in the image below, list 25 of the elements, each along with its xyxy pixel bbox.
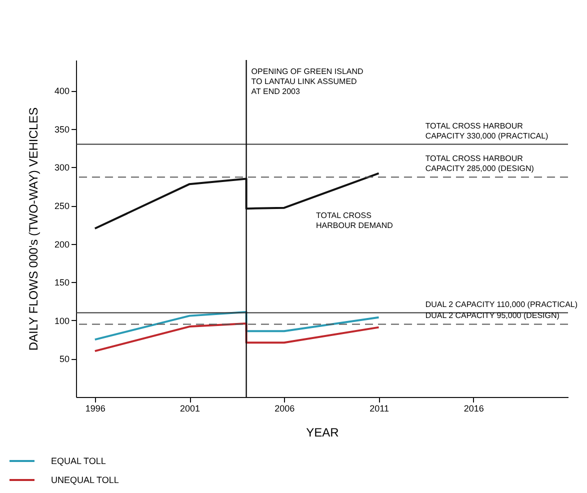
x-tick-label: 1996 [85, 404, 106, 414]
ref-line-label: TOTAL CROSS HARBOUR CAPACITY 330,000 (PRACTICAL) [425, 121, 549, 140]
annotation: TOTAL CROSS HARBOUR DEMAND [316, 211, 394, 230]
line-series [94, 322, 380, 352]
y-tick-label: 200 [54, 239, 70, 250]
x-axis-title: YEAR [306, 426, 340, 440]
legend-label: EQUAL TOLL [51, 456, 106, 466]
y-tick-label: 100 [54, 316, 70, 326]
y-tick-label: 50 [59, 354, 70, 364]
ref-line-label: OPENING OF GREEN ISLAND TO LANTAU LINK ASSUMED AT END 2003 [251, 67, 364, 96]
y-tick-label: 250 [54, 201, 70, 212]
x-tick-label: 2006 [274, 404, 295, 414]
y-axis-title: DAILY FLOWS 000's (TWO-WAY) VEHICLES [26, 107, 40, 351]
y-tick-label: 150 [54, 278, 70, 288]
ref-line-label: DUAL 2 CAPACITY 110,000 (PRACTICAL) [425, 300, 578, 309]
ref-line-label: DUAL 2 CAPACITY 95,000 (DESIGN) [425, 311, 560, 320]
y-tick-label: 350 [54, 124, 70, 134]
x-tick-label: 2001 [180, 404, 200, 414]
x-tick-label: 2011 [370, 404, 389, 414]
y-tick-label: 300 [54, 162, 70, 173]
x-tick-label: 2016 [464, 404, 484, 414]
line-series [94, 310, 380, 341]
ref-line-label: TOTAL CROSS HARBOUR CAPACITY 285,000 (DESIGN) [425, 154, 534, 174]
legend-label: UNEQUAL TOLL [51, 475, 119, 485]
y-tick-label: 400 [54, 86, 70, 96]
